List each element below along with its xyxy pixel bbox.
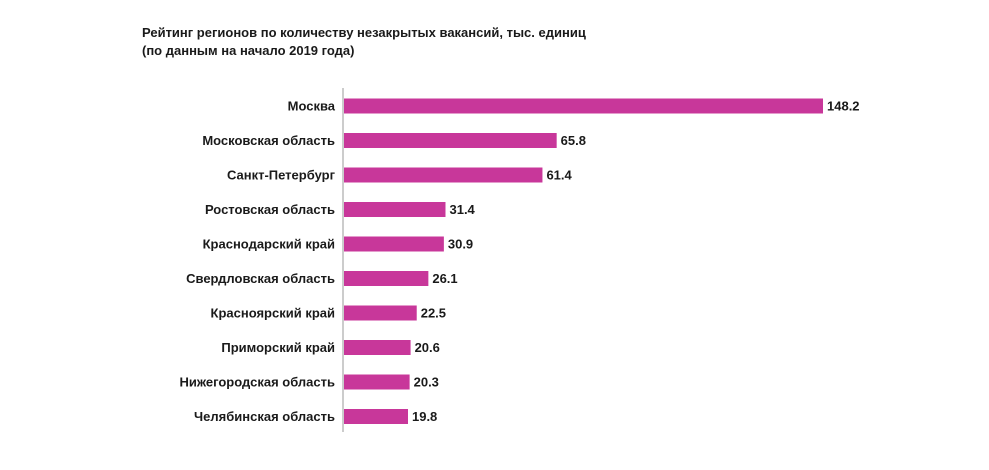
value-label: 22.5 [421,306,446,321]
value-label: 26.1 [432,271,457,286]
value-label: 148.2 [827,99,860,114]
category-label: Москва [288,99,336,114]
category-label: Краснодарский край [203,237,335,252]
category-label: Челябинская область [194,409,335,424]
category-label: Красноярский край [211,306,335,321]
chart-subtitle: (по данным на начало 2019 года) [142,43,355,58]
category-label: Ростовская область [205,202,335,217]
bar [344,133,557,148]
category-label: Свердловская область [186,271,335,286]
value-label: 31.4 [449,202,475,217]
bar [344,409,408,424]
value-label: 30.9 [448,237,473,252]
value-label: 20.3 [414,375,439,390]
bar [344,340,411,355]
value-label: 65.8 [561,133,586,148]
bar [344,202,446,217]
chart-title: Рейтинг регионов по количеству незакрыты… [142,25,586,40]
bar [344,167,543,183]
category-label: Приморский край [221,340,335,355]
category-label: Нижегородская область [179,375,335,390]
value-label: 19.8 [412,409,437,424]
bar [344,98,823,114]
bar [344,236,444,252]
bar [344,271,429,286]
value-label: 20.6 [415,340,440,355]
bar [344,305,417,321]
value-label: 61.4 [546,168,572,183]
category-label: Санкт-Петербург [227,168,336,183]
bar [344,374,410,390]
category-label: Московская область [202,133,335,148]
